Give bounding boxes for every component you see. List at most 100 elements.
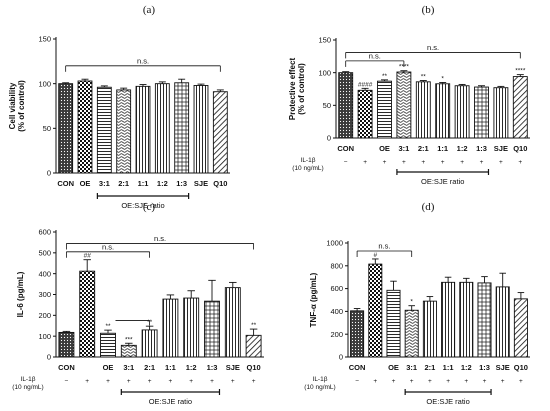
bar-1:2 — [183, 297, 200, 358]
treatment-sign: + — [501, 378, 505, 385]
treatment-sign: − — [355, 378, 359, 385]
bar-Q10 — [245, 334, 262, 358]
significance-label: ## — [84, 253, 92, 260]
category-label: Q10 — [247, 363, 261, 372]
treatment-label: IL-1β — [301, 157, 316, 164]
group-label: OE:SJE ratio — [421, 177, 464, 186]
panel-letter: (d) — [422, 201, 435, 213]
chart-panel-d: (d) 0 200 400 600 800 1000 TNF-α (pg/mL) CON − # + O… — [304, 201, 530, 406]
category-label: 1:2 — [157, 179, 168, 188]
treatment-sign: + — [441, 159, 445, 166]
ns-label: n.s. — [427, 43, 439, 52]
y-tick-label: 600 — [38, 228, 51, 237]
bar-1:3 — [204, 300, 220, 358]
treatment-sign: + — [519, 378, 523, 385]
bar-1:2 — [454, 85, 470, 139]
bar-3:1 — [120, 344, 137, 358]
category-label: 1:3 — [176, 179, 187, 188]
ns-label: n.s. — [378, 241, 390, 250]
bar-1:1 — [135, 85, 151, 174]
category-label: OE — [80, 179, 91, 188]
treatment-sign: + — [499, 159, 503, 166]
y-tick-label: 600 — [330, 284, 343, 293]
category-label: SJE — [494, 144, 508, 153]
group-label: OE:SJE ratio — [426, 397, 469, 406]
category-label: 2:1 — [424, 363, 435, 372]
treatment-sign: + — [169, 378, 173, 385]
significance-label: *** — [125, 336, 133, 343]
bar-1:2 — [154, 83, 170, 174]
bar-2:1 — [141, 329, 158, 358]
bar-1:2 — [459, 281, 474, 358]
y-tick-label: 100 — [38, 332, 51, 341]
y-tick-label: 150 — [38, 35, 51, 44]
bar-2:1 — [415, 81, 431, 139]
treatment-sign: + — [428, 378, 432, 385]
bar-OE — [100, 332, 116, 358]
y-tick-label: 0 — [47, 169, 51, 178]
bar-treated-control — [368, 263, 383, 358]
significance-label: ** — [251, 322, 257, 329]
treatment-sign: − — [65, 378, 69, 385]
category-label: CON — [57, 179, 74, 188]
significance-label: * — [441, 75, 444, 82]
category-label: 1:1 — [138, 179, 149, 188]
category-label: SJE — [496, 363, 510, 372]
treatment-sign: + — [518, 159, 522, 166]
treatment-sign: − — [344, 159, 348, 166]
bar-1:1 — [435, 83, 451, 139]
treatment-sign: + — [421, 159, 425, 166]
chart-panel-c: (c) 0 100 200 300 400 500 600 IL-6 (pg/mL) CON − ##… — [12, 201, 264, 406]
category-label: CON — [349, 363, 366, 372]
panel-letter: (a) — [143, 4, 156, 16]
y-tick-label: 0 — [47, 353, 51, 362]
y-tick-label: 200 — [38, 311, 51, 320]
category-label: 1:1 — [165, 363, 176, 372]
y-tick-label: 0 — [339, 353, 343, 362]
category-label: 3:1 — [398, 144, 409, 153]
treatment-sign: + — [189, 378, 193, 385]
category-label: OE — [379, 144, 390, 153]
treatment-sign: + — [383, 159, 387, 166]
group-label: OE:SJE ratio — [149, 397, 192, 406]
category-label: SJE — [194, 179, 208, 188]
y-axis-label: IL-6 (pg/mL) — [16, 271, 25, 317]
y-tick-label: 0 — [327, 134, 331, 143]
y-tick-label: 50 — [323, 101, 331, 110]
treatment-sign: + — [363, 159, 367, 166]
ns-label: n.s. — [102, 242, 114, 251]
ns-label: n.s. — [154, 234, 166, 243]
category-label: 1:1 — [443, 363, 454, 372]
treatment-sign: + — [410, 378, 414, 385]
significance-label: ** — [105, 323, 111, 330]
bar-CON — [350, 310, 365, 358]
y-tick-label: 100 — [318, 68, 331, 77]
y-tick-label: 200 — [330, 330, 343, 339]
treatment-sign: + — [373, 378, 377, 385]
bar-1:3 — [474, 86, 489, 139]
y-tick-label: 400 — [38, 269, 51, 278]
y-axis-label-line: (% of control) — [17, 80, 26, 132]
treatment-sign: + — [106, 378, 110, 385]
panel-letter: (b) — [422, 4, 435, 16]
bar-1:1 — [162, 298, 179, 358]
bar-SJE — [224, 287, 241, 358]
significance-label: ** — [382, 73, 388, 80]
category-label: 1:2 — [186, 363, 197, 372]
panel-letter: (c) — [143, 201, 156, 213]
bar-OE — [377, 80, 392, 139]
treatment-sign: + — [85, 378, 89, 385]
category-label: 1:2 — [457, 144, 468, 153]
significance-label: #### — [358, 81, 373, 88]
category-label: 1:1 — [437, 144, 448, 153]
category-label: 1:2 — [461, 363, 472, 372]
bar-Q10 — [212, 91, 228, 174]
treatment-concentration: (10 ng/mL) — [12, 384, 43, 391]
chart-panel-b: (b) 0 50 100 150 Protective effect(% of contr… — [288, 4, 530, 186]
y-axis-label: Protective effect(% of control) — [288, 58, 306, 121]
category-label: 1:3 — [207, 363, 218, 372]
bar-CON — [338, 72, 354, 139]
bar-SJE — [193, 85, 209, 174]
bar-3:1 — [404, 309, 419, 358]
significance-label: * — [410, 299, 413, 306]
